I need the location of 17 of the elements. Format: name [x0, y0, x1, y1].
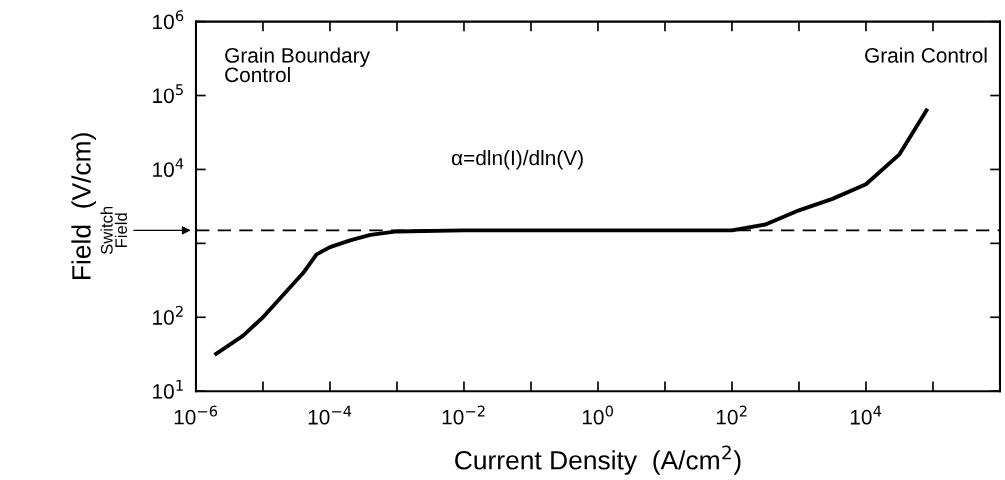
y-tick-label: 10$^{6}$ — [153, 10, 184, 30]
y-axis-title: Field (V/cm) — [71, 133, 96, 279]
y-tick-label: 10$^{2}$ — [153, 305, 183, 325]
annotation: α=dln(I)/dln(V) — [451, 150, 583, 170]
x-tick-label: 10$^{−4}$ — [308, 405, 352, 425]
ref-line-label: Switch Field — [100, 206, 128, 255]
x-tick-label: 10$^{2}$ — [716, 405, 747, 425]
annotation: Grain Boundary Control — [225, 47, 370, 83]
x-tick-label: 10$^{−2}$ — [442, 405, 485, 425]
x-axis-title: Current Density (A/cm$^{2}$) — [455, 445, 741, 475]
y-tick-label: 10$^{5}$ — [153, 84, 183, 104]
annotation: Grain Control — [865, 47, 987, 63]
x-tick-label: 10$^{0}$ — [582, 405, 613, 425]
y-tick-label: 10$^{1}$ — [153, 380, 183, 399]
y-tick-label: 10$^{4}$ — [153, 158, 184, 178]
x-tick-label: 10$^{−6}$ — [174, 405, 218, 425]
x-tick-label: 10$^{4}$ — [850, 405, 882, 425]
